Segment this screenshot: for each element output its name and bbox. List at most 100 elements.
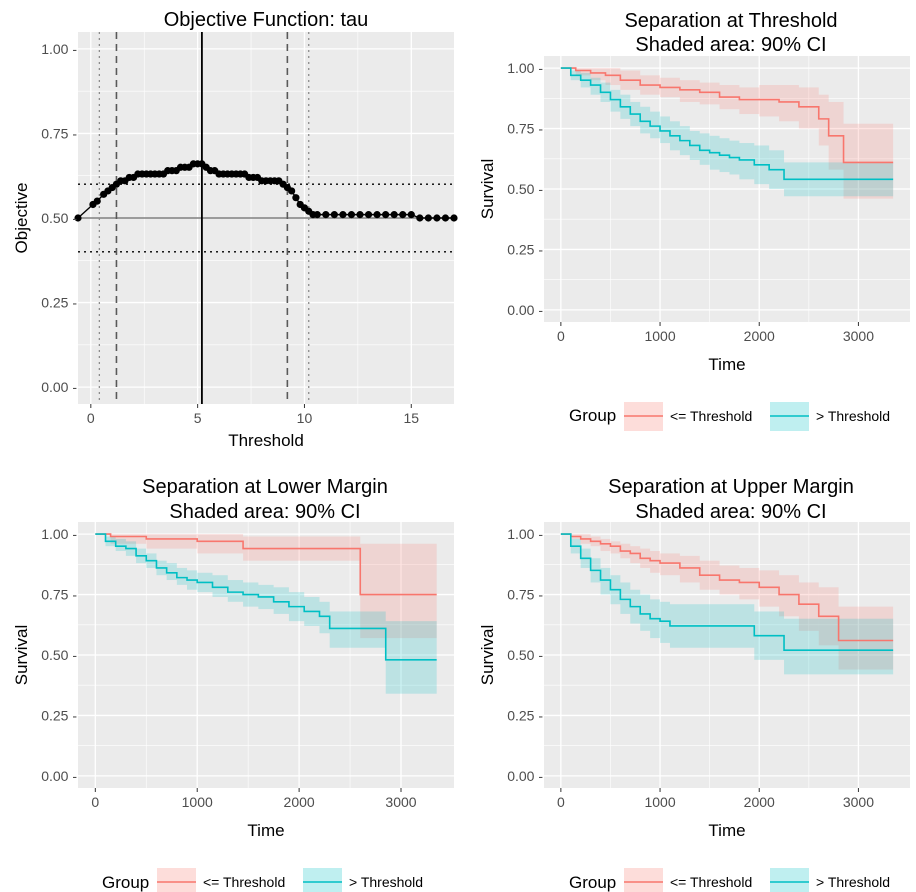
upper-ci-band-low-group xyxy=(759,570,780,607)
upper-x-tick-label: 1000 xyxy=(644,794,675,810)
objective-y-axis-title: Objective xyxy=(12,183,31,254)
threshold-y-tick-label: 1.00 - xyxy=(507,60,543,76)
lower-ci-band-high-group xyxy=(273,587,289,614)
upper-x-tick-label: 0 xyxy=(557,794,565,810)
threshold-x-tick-label: 3000 xyxy=(843,328,874,344)
upper-ci-band-high-group xyxy=(600,567,611,595)
lower-ci-band-high-group xyxy=(212,575,228,597)
threshold-ci-band-low-group xyxy=(739,87,760,115)
threshold-legend-label-low: <= Threshold xyxy=(670,408,752,424)
lower-ci-band-low-group xyxy=(360,543,437,639)
objective-point xyxy=(424,214,432,222)
lower-legend-title: Group xyxy=(102,873,149,892)
objective-point xyxy=(441,214,450,222)
threshold-panel: Separation at Threshold Shaded area: 90%… xyxy=(478,10,910,431)
threshold-legend: Group <= Threshold > Threshold xyxy=(569,402,890,431)
lower-ci-band-high-group xyxy=(329,611,381,648)
lower-ci-band-high-group xyxy=(385,621,437,694)
lower-legend-label-low: <= Threshold xyxy=(203,874,285,890)
upper-y-tick-label: 1.00 - xyxy=(507,526,543,542)
objective-x-axis-title: Threshold xyxy=(228,431,304,450)
objective-point xyxy=(382,211,390,219)
objective-point xyxy=(373,211,381,219)
upper-legend-label-low: <= Threshold xyxy=(670,874,752,890)
upper-ci-band-high-group xyxy=(620,582,631,614)
upper-ci-band-low-group xyxy=(779,575,799,617)
upper-ci-band-high-group xyxy=(660,601,670,643)
objective-point xyxy=(288,187,296,195)
upper-margin-panel: Separation at Upper Margin Shaded area: … xyxy=(478,476,910,892)
objective-chart-title: Objective Function: tau xyxy=(164,9,369,31)
lower-ci-band-high-group xyxy=(115,538,126,552)
upper-ci-band-low-group xyxy=(838,606,894,670)
upper-ci-band-low-group xyxy=(739,567,760,600)
upper-legend-key-low xyxy=(624,868,663,892)
threshold-ci-band-low-group xyxy=(590,68,606,81)
objective-point xyxy=(390,211,398,219)
lower-ci-band-high-group xyxy=(176,567,188,585)
threshold-survival-line-high-group xyxy=(560,67,894,181)
threshold-x-axis-title: Time xyxy=(708,355,745,374)
upper-ci-band-low-group xyxy=(679,555,700,583)
objective-y-tick-label: 0.50 - xyxy=(41,210,77,226)
lower-margin-panel: Separation at Lower Margin Shaded area: … xyxy=(12,476,454,892)
threshold-chart-subtitle: Shaded area: 90% CI xyxy=(635,34,826,56)
threshold-ci-band-low-group xyxy=(798,87,819,129)
objective-point xyxy=(450,214,458,222)
upper-y-axis-title: Survival xyxy=(478,625,497,685)
upper-chart-title: Separation at Upper Margin xyxy=(608,476,854,498)
lower-ci-band-high-group xyxy=(166,563,177,581)
objective-panel: Objective Function: tau 0.00 - 0.25 - 0.50… xyxy=(12,9,458,450)
objective-point xyxy=(74,214,82,222)
objective-y-tick-label: 0.25 - xyxy=(41,295,77,311)
upper-ci-band-low-group xyxy=(610,541,621,554)
threshold-x-tick-label: 2000 xyxy=(744,328,775,344)
threshold-chart-title: Separation at Threshold xyxy=(624,10,837,32)
lower-ci-band-high-group xyxy=(380,611,386,648)
upper-y-tick-label: 0.00 - xyxy=(507,768,543,784)
upper-survival-line-high-group xyxy=(560,533,894,651)
upper-ci-band-low-group xyxy=(798,582,819,631)
threshold-ci-band-high-group xyxy=(650,111,661,139)
upper-ci-band-low-group xyxy=(660,553,680,576)
threshold-y-tick-label: 0.00 - xyxy=(507,302,543,318)
lower-x-tick-label: 0 xyxy=(91,794,99,810)
upper-x-tick-label: 3000 xyxy=(843,794,874,810)
lower-survival-line-low-group xyxy=(95,533,437,596)
threshold-x-tick-label: 0 xyxy=(557,328,565,344)
objective-x-tick-label: 5 xyxy=(194,410,202,426)
lower-legend-key-high xyxy=(303,868,342,892)
lower-survival-line-high-group xyxy=(95,533,437,661)
threshold-survival-line-low-group xyxy=(560,67,894,164)
upper-legend: Group <= Threshold > Threshold xyxy=(569,868,890,892)
threshold-x-tick-label: 1000 xyxy=(644,328,675,344)
objective-point xyxy=(433,214,441,222)
objective-point xyxy=(364,211,373,219)
threshold-legend-title: Group xyxy=(569,406,616,425)
upper-legend-label-high: > Threshold xyxy=(816,874,890,890)
lower-x-axis-title: Time xyxy=(247,821,284,840)
lower-y-axis-title: Survival xyxy=(12,625,31,685)
threshold-ci-band-low-group xyxy=(679,80,700,102)
upper-y-tick-label: 0.50 - xyxy=(507,647,543,663)
lower-y-tick-label: 0.25 - xyxy=(41,707,77,723)
threshold-ci-band-low-group xyxy=(818,94,829,146)
objective-point xyxy=(339,211,347,219)
threshold-ci-band-low-group xyxy=(575,68,591,76)
threshold-ci-band-low-group xyxy=(605,68,621,86)
upper-legend-key-high xyxy=(770,868,809,892)
lower-y-tick-label: 0.50 - xyxy=(41,647,77,663)
lower-ci-band-high-group xyxy=(227,580,244,602)
objective-point xyxy=(347,211,356,219)
lower-y-tick-label: 0.00 - xyxy=(41,768,77,784)
lower-chart-title: Separation at Lower Margin xyxy=(142,476,388,498)
lower-x-tick-label: 2000 xyxy=(284,794,315,810)
upper-ci-band-low-group xyxy=(630,546,641,564)
lower-ci-band-low-group xyxy=(110,534,147,544)
upper-ci-band-low-group xyxy=(650,551,661,573)
objective-y-tick-label: 0.00 - xyxy=(41,379,77,395)
threshold-ci-band-high-group xyxy=(699,133,710,165)
lower-legend-label-high: > Threshold xyxy=(349,874,423,890)
objective-point xyxy=(330,211,338,219)
objective-y-tick-label: 0.75 - xyxy=(41,125,77,141)
